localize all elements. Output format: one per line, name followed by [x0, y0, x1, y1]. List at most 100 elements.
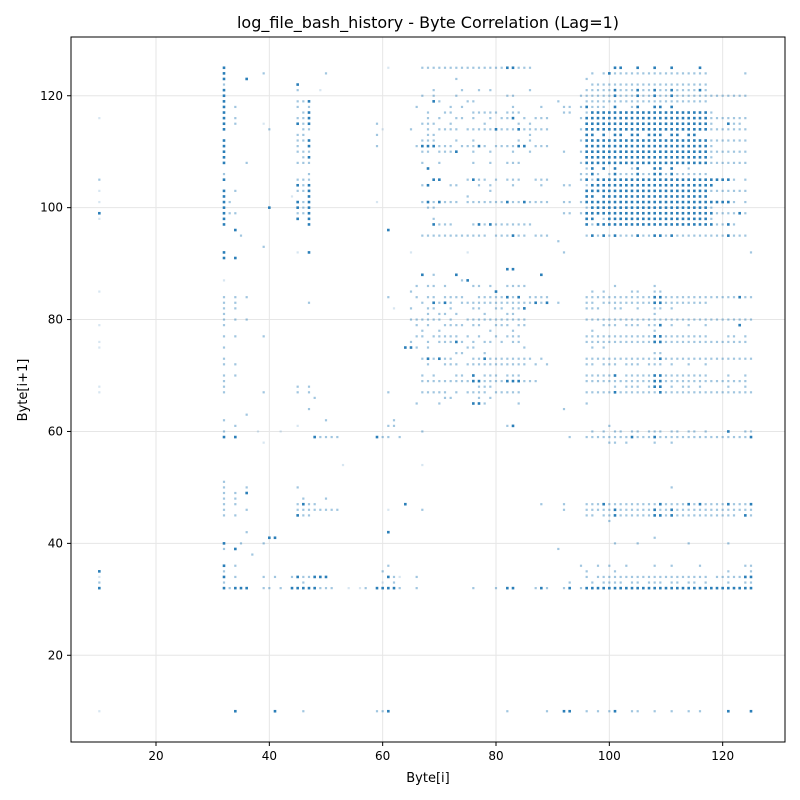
- data-point: [704, 128, 707, 131]
- data-point: [443, 380, 447, 383]
- data-point: [670, 340, 673, 344]
- data-point: [687, 581, 690, 584]
- data-point: [681, 301, 685, 304]
- data-point: [619, 234, 622, 237]
- data-point: [613, 586, 617, 590]
- data-point: [443, 391, 447, 394]
- data-point: [727, 296, 730, 299]
- data-point: [296, 183, 299, 187]
- data-point: [307, 206, 311, 209]
- data-point: [239, 542, 243, 545]
- data-point: [528, 66, 532, 69]
- data-point: [222, 279, 226, 282]
- data-point: [591, 223, 594, 226]
- data-point: [500, 357, 503, 360]
- data-point: [698, 144, 702, 148]
- data-point: [613, 122, 617, 126]
- data-point: [721, 508, 724, 511]
- data-point: [619, 581, 622, 584]
- data-point: [653, 195, 656, 198]
- data-point: [472, 324, 475, 327]
- data-point: [222, 66, 226, 70]
- data-point: [443, 335, 447, 338]
- data-point: [585, 296, 588, 299]
- data-point: [659, 183, 662, 187]
- data-point: [375, 122, 379, 125]
- data-point: [579, 117, 583, 120]
- data-point: [307, 385, 311, 388]
- data-point: [307, 156, 311, 159]
- data-point: [664, 83, 668, 86]
- data-point: [670, 183, 673, 187]
- data-point: [647, 385, 651, 388]
- data-point: [670, 167, 673, 170]
- data-point: [596, 116, 600, 120]
- data-point: [625, 441, 628, 444]
- data-point: [744, 374, 747, 377]
- data-point: [438, 312, 441, 316]
- data-point: [540, 117, 543, 120]
- data-point: [664, 391, 668, 394]
- data-point: [744, 503, 747, 506]
- data-point: [636, 100, 639, 103]
- data-point: [517, 284, 520, 288]
- data-point: [568, 709, 571, 713]
- data-point: [744, 178, 747, 181]
- data-point: [608, 83, 611, 86]
- data-point: [307, 217, 311, 221]
- data-point: [653, 352, 656, 355]
- data-point: [262, 441, 265, 444]
- data-point: [636, 391, 639, 394]
- data-point: [642, 89, 645, 92]
- data-point: [625, 234, 628, 237]
- data-point: [647, 183, 651, 187]
- data-point: [319, 575, 322, 579]
- data-point: [681, 178, 685, 181]
- data-point: [704, 586, 707, 590]
- data-point: [245, 531, 248, 534]
- data-point: [619, 435, 622, 439]
- data-point: [721, 340, 724, 344]
- data-point: [489, 66, 492, 69]
- data-point: [659, 200, 662, 204]
- data-point: [653, 206, 656, 209]
- data-point: [296, 133, 299, 137]
- data-point: [432, 223, 435, 226]
- data-point: [676, 189, 679, 193]
- data-point: [681, 296, 685, 299]
- data-point: [625, 122, 628, 126]
- data-point: [432, 100, 435, 103]
- data-point: [302, 575, 305, 579]
- data-point: [704, 340, 707, 344]
- data-point: [676, 211, 679, 215]
- data-point: [585, 217, 588, 221]
- data-point: [472, 100, 475, 103]
- data-point: [602, 391, 605, 394]
- data-point: [715, 586, 719, 590]
- data-point: [698, 223, 702, 226]
- data-point: [296, 150, 299, 153]
- x-tick-label: 120: [711, 749, 734, 763]
- data-point: [222, 374, 226, 377]
- data-point: [681, 195, 685, 198]
- data-point: [744, 200, 747, 204]
- data-point: [681, 586, 685, 590]
- data-point: [443, 200, 447, 204]
- data-point: [744, 234, 747, 237]
- data-point: [222, 486, 226, 489]
- data-point: [511, 116, 515, 120]
- data-point: [687, 161, 690, 165]
- data-point: [625, 217, 628, 221]
- data-point: [472, 66, 475, 69]
- data-point: [591, 195, 594, 198]
- data-point: [681, 206, 685, 209]
- data-point: [659, 430, 662, 433]
- data-point: [324, 435, 328, 439]
- x-tick-label: 60: [375, 749, 390, 763]
- data-point: [483, 200, 486, 204]
- data-point: [472, 402, 475, 405]
- data-point: [693, 335, 696, 338]
- data-point: [302, 139, 305, 142]
- data-point: [687, 318, 690, 321]
- data-point: [296, 145, 299, 148]
